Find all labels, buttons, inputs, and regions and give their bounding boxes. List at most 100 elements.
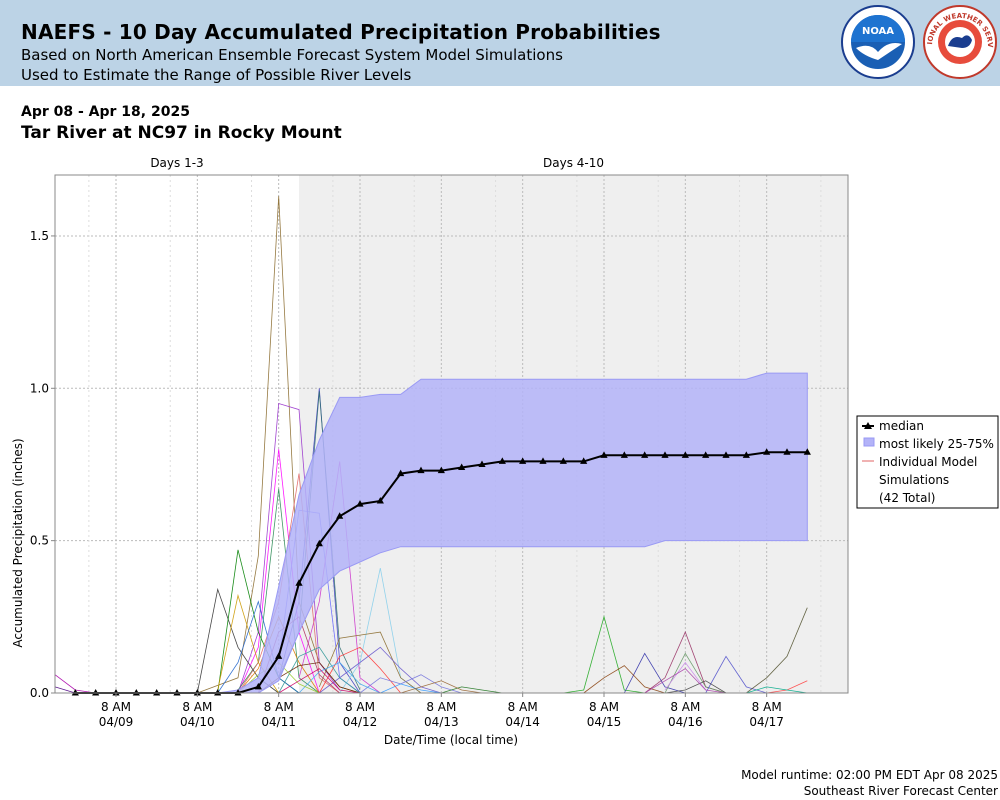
model-runtime: Model runtime: 02:00 PM EDT Apr 08 2025 (741, 768, 998, 782)
x-tick-label-date-0: 04/09 (99, 715, 134, 729)
x-tick-label-time-1: 8 AM (182, 700, 212, 714)
member-line-19 (664, 652, 727, 694)
median-point-3 (132, 689, 140, 696)
member-line-14 (318, 646, 402, 694)
median-point-9 (254, 682, 262, 690)
member-line-15 (319, 646, 442, 694)
median-point-6 (193, 689, 201, 696)
median-point-33 (742, 451, 750, 458)
precipitation-chart: Days 1-3 Days 4-10 0.00.51.01.58 AM04/098… (11, 156, 999, 747)
median-point-27 (620, 451, 628, 458)
member-line-26 (746, 686, 808, 694)
x-tick-label-time-4: 8 AM (426, 700, 456, 714)
median-point-7 (214, 689, 222, 696)
median-point-35 (783, 448, 791, 455)
member-line-8 (237, 473, 340, 694)
median-point-17 (417, 466, 425, 474)
page-subtitle-2: Used to Estimate the Range of Possible R… (21, 66, 412, 84)
legend-median-marker (864, 422, 872, 429)
median-point-31 (702, 451, 710, 458)
member-line-16 (563, 615, 645, 694)
median-point-11 (295, 579, 303, 586)
member-line-41 (400, 680, 483, 694)
median-point-32 (722, 451, 730, 458)
median-point-15 (376, 497, 384, 504)
median-point-24 (559, 457, 567, 464)
x-tick-label-time-3: 8 AM (345, 700, 375, 714)
x-tick-label-time-5: 8 AM (508, 700, 538, 714)
median-point-19 (458, 463, 466, 471)
member-line-40 (380, 683, 442, 694)
median-point-0 (71, 689, 79, 696)
median-point-14 (356, 500, 364, 507)
x-tick-label-time-2: 8 AM (264, 700, 294, 714)
member-line-29 (217, 600, 300, 694)
x-tick-label-time-8: 8 AM (752, 700, 782, 714)
median-point-1 (92, 689, 100, 696)
y-tick-label-2: 1.0 (30, 381, 49, 395)
page-title: NAEFS - 10 Day Accumulated Precipitation… (21, 20, 661, 44)
median-point-34 (763, 448, 771, 455)
member-line-28 (54, 686, 76, 694)
median-point-12 (315, 539, 323, 547)
x-tick-label-date-7: 04/16 (668, 715, 703, 729)
median-point-8 (234, 689, 242, 696)
station-name: Tar River at NC97 in Rocky Mount (21, 123, 342, 143)
median-point-10 (275, 652, 283, 659)
forecast-center: Southeast River Forecast Center (803, 784, 998, 798)
member-line-20 (664, 661, 707, 691)
member-line-13 (318, 631, 422, 694)
median-point-22 (519, 457, 527, 464)
page-subtitle-1: Based on North American Ensemble Forecas… (21, 46, 563, 64)
median-point-21 (498, 457, 506, 464)
y-axis-label: Accumulated Precipitation (inches) (11, 438, 25, 647)
member-line-3 (237, 488, 320, 694)
median-point-5 (173, 689, 181, 696)
median-point-20 (478, 460, 486, 467)
y-tick-label-3: 1.5 (30, 229, 49, 243)
region-label-1: Days 4-10 (543, 156, 604, 170)
member-line-32 (278, 646, 361, 694)
legend-band-swatch (863, 437, 875, 447)
legend-members-label-1: Individual Model (879, 455, 977, 469)
x-tick-label-date-1: 04/10 (180, 715, 215, 729)
band-layer (217, 372, 808, 694)
date-range: Apr 08 - Apr 18, 2025 (21, 104, 190, 120)
member-line-34 (441, 686, 503, 694)
median-point-26 (600, 451, 608, 458)
x-tick-label-date-2: 04/11 (261, 715, 296, 729)
plot-frame (54, 174, 849, 694)
median-point-36 (803, 448, 811, 455)
band-25-75 (217, 372, 808, 694)
x-tick-label-date-5: 04/14 (505, 715, 540, 729)
region-label-0: Days 1-3 (150, 156, 203, 170)
median-point-30 (681, 451, 689, 458)
median-point-18 (437, 466, 445, 474)
member-line-39 (278, 668, 361, 694)
median-point-29 (661, 451, 669, 458)
median-point-4 (153, 689, 161, 696)
x-tick-label-date-6: 04/15 (587, 715, 622, 729)
noaa-logo[interactable]: NOAA (840, 4, 916, 80)
noaa-logo-text: NOAA (862, 26, 894, 37)
median-point-28 (641, 451, 649, 458)
median-point-23 (539, 457, 547, 464)
x-tick-label-time-7: 8 AM (670, 700, 700, 714)
nws-logo[interactable]: NATIONAL WEATHER SERVICE (922, 4, 998, 80)
median-point-25 (580, 457, 588, 464)
legend-members-label-2: Simulations (879, 473, 949, 487)
y-tick-label-0: 0.0 (30, 686, 49, 700)
member-line-35 (644, 668, 727, 694)
x-tick-label-date-4: 04/13 (424, 715, 459, 729)
header-banner: NAEFS - 10 Day Accumulated Precipitation… (0, 0, 1000, 86)
median-point-2 (112, 689, 120, 696)
legend-median-label: median (879, 419, 924, 433)
legend-box (856, 415, 999, 509)
legend-members-label-3: (42 Total) (879, 491, 935, 505)
x-tick-label-date-8: 04/17 (749, 715, 784, 729)
x-tick-label-time-0: 8 AM (101, 700, 131, 714)
member-line-33 (359, 674, 462, 694)
x-tick-label-time-6: 8 AM (589, 700, 619, 714)
member-line-37 (298, 662, 381, 694)
